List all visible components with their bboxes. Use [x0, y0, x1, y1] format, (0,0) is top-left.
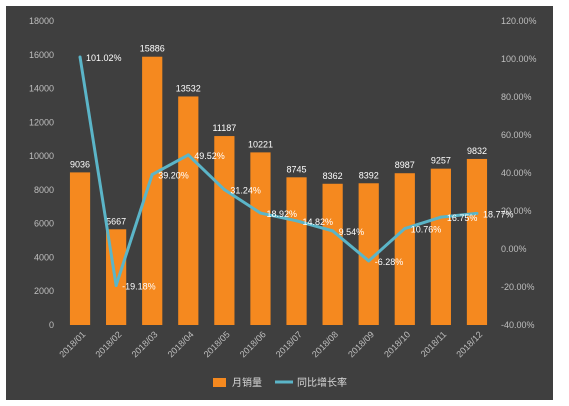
growth-rate-line: [78, 56, 478, 287]
line-point: [475, 211, 479, 215]
y-right-tick-label: 60.00%: [501, 130, 532, 140]
line-point: [258, 211, 262, 215]
y-right-tick-label: 40.00%: [501, 168, 532, 178]
bar: [358, 183, 379, 325]
line-point: [367, 259, 371, 263]
bar: [178, 96, 199, 325]
y-right-tick-label: -20.00%: [501, 282, 535, 292]
bar-value-label: 8362: [323, 171, 343, 181]
bar: [430, 168, 451, 325]
y-left-tick-label: 18000: [29, 16, 54, 26]
y-left-tick-label: 16000: [29, 50, 54, 60]
bar: [322, 183, 343, 325]
line-value-label: 39.20%: [158, 171, 189, 181]
line-value-label: 18.92%: [266, 209, 297, 219]
bar-value-label: 13532: [176, 83, 201, 93]
y-left-tick-label: 2000: [34, 286, 54, 296]
y-right-axis: -40.00% -20.00% 0.00% 20.00% 40.00% 60.00% 80.…: [501, 16, 537, 330]
bar: [286, 177, 307, 325]
y-left-tick-label: 4000: [34, 252, 54, 262]
line-value-label: 9.54%: [339, 227, 365, 237]
line-point: [331, 229, 335, 233]
y-right-tick-label: 120.00%: [501, 16, 537, 26]
bar: [394, 173, 415, 325]
line-value-label: 14.82%: [303, 217, 334, 227]
line-value-label: 31.24%: [230, 186, 261, 196]
legend-bar-label: 月销量: [232, 376, 262, 389]
line-value-label: -19.18%: [122, 281, 156, 291]
line-point: [403, 227, 407, 231]
y-right-tick-label: 20.00%: [501, 206, 532, 216]
bar-value-label: 15886: [140, 44, 165, 54]
y-right-tick-label: 100.00%: [501, 54, 537, 64]
line-point: [114, 283, 118, 287]
bar-value-label: 8987: [395, 160, 415, 170]
y-right-tick-label: -40.00%: [501, 320, 535, 330]
line-value-label: 16.75%: [447, 213, 478, 223]
line-data-labels: 101.02% -19.18% 39.20% 49.52% 31.24% 18.92% 14…: [86, 53, 513, 291]
bar-series: [69, 56, 488, 325]
bar: [142, 56, 163, 325]
bar-value-label: 5667: [106, 216, 126, 226]
line-value-label: 18.77%: [483, 209, 514, 219]
bar-data-labels: 9036 5667 15886 13532 11187 10221 8745 8362 8392…: [70, 44, 487, 227]
y-right-tick-label: 80.00%: [501, 92, 532, 102]
line-point: [78, 55, 82, 59]
bar: [214, 136, 235, 325]
y-right-tick-label: 0.00%: [501, 244, 527, 254]
bar-value-label: 9832: [467, 146, 487, 156]
bar-value-label: 8392: [359, 170, 379, 180]
y-left-tick-label: 6000: [34, 219, 54, 229]
legend: 月销量 同比增长率: [213, 376, 347, 389]
y-left-tick-label: 12000: [29, 117, 54, 127]
legend-bar-swatch: [213, 378, 226, 387]
legend-line-label: 同比增长率: [297, 376, 347, 389]
bar: [466, 158, 488, 325]
line-point: [150, 173, 154, 177]
bar-value-label: 10221: [248, 139, 273, 149]
y-left-tick-label: 0: [49, 320, 54, 330]
bar-value-label: 9036: [70, 159, 90, 169]
line-point: [186, 153, 190, 157]
line-value-label: -6.28%: [375, 257, 404, 267]
line-point: [439, 215, 443, 219]
y-left-tick-label: 14000: [29, 84, 54, 94]
bar-value-label: 11187: [213, 123, 237, 133]
bar: [250, 152, 271, 325]
line-point: [222, 188, 226, 192]
line-point: [295, 219, 299, 223]
bar-value-label: 9257: [431, 156, 451, 166]
y-left-tick-label: 10000: [29, 151, 54, 161]
line-value-label: 49.52%: [194, 151, 225, 161]
bar-value-label: 8745: [287, 164, 307, 174]
y-left-axis: 0 2000 4000 6000 8000 10000 12000 14000 16000 180…: [29, 16, 54, 330]
line-series: [78, 55, 479, 287]
line-value-label: 10.76%: [411, 225, 442, 235]
bar: [69, 172, 91, 325]
y-left-tick-label: 8000: [34, 185, 54, 195]
chart-background: [6, 6, 553, 400]
line-value-label: 101.02%: [86, 53, 122, 63]
